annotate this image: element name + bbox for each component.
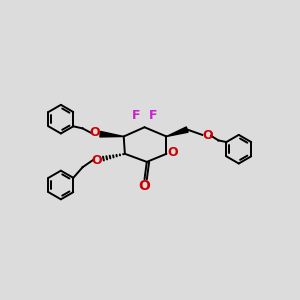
Text: O: O bbox=[138, 179, 150, 193]
Text: F: F bbox=[149, 109, 158, 122]
Polygon shape bbox=[167, 127, 188, 136]
Polygon shape bbox=[100, 131, 124, 137]
Text: O: O bbox=[90, 126, 101, 139]
Text: O: O bbox=[202, 129, 213, 142]
Text: O: O bbox=[92, 154, 102, 167]
Text: O: O bbox=[167, 146, 178, 159]
Text: F: F bbox=[131, 109, 140, 122]
